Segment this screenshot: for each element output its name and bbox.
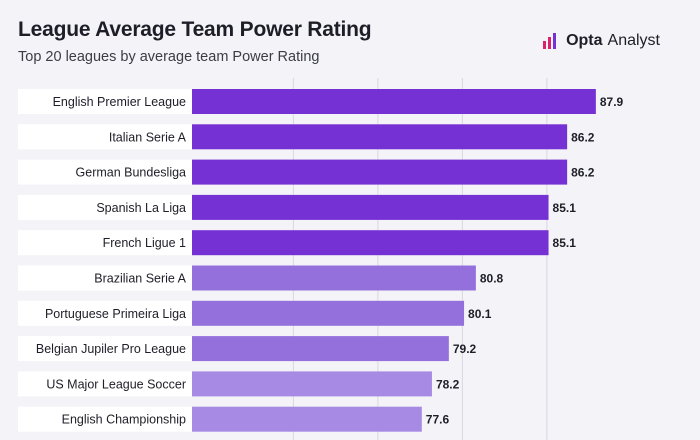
bar <box>192 371 432 397</box>
chart-subtitle: Top 20 leagues by average team Power Rat… <box>18 49 320 65</box>
bar <box>192 300 465 326</box>
opta-analyst-logo: Opta Analyst <box>541 31 660 51</box>
value-label: 85.1 <box>553 201 577 215</box>
category-label: English Championship <box>62 413 186 427</box>
opta-logo-icon <box>543 33 557 49</box>
category-label: Spanish La Liga <box>96 201 186 215</box>
category-label-bg <box>18 89 192 114</box>
category-label-bg <box>18 406 192 432</box>
bar <box>192 265 476 291</box>
value-label: 87.9 <box>600 95 624 109</box>
category-label-bg <box>18 300 192 326</box>
bar <box>192 230 549 256</box>
category-label: Brazilian Serie A <box>94 272 186 286</box>
category-label-bg <box>18 194 192 220</box>
category-label-bg <box>18 265 192 291</box>
bar <box>192 194 549 220</box>
bar <box>192 406 422 432</box>
chart-title: League Average Team Power Rating <box>18 18 372 41</box>
category-label-bg <box>18 336 192 362</box>
category-label: Italian Serie A <box>109 130 187 144</box>
category-label: Portuguese Primeira Liga <box>45 307 186 321</box>
value-label: 77.6 <box>426 413 450 427</box>
value-label: 80.8 <box>480 272 504 286</box>
category-label-bg <box>18 230 192 256</box>
logo-rest-text: Analyst <box>607 32 660 49</box>
value-label: 80.1 <box>468 307 492 321</box>
category-label-bg <box>18 371 192 397</box>
category-label-bg <box>18 159 192 185</box>
category-label: German Bundesliga <box>76 166 187 180</box>
category-label: Belgian Jupiler Pro League <box>36 342 186 356</box>
value-label: 79.2 <box>453 342 477 356</box>
value-label: 86.2 <box>571 166 595 180</box>
category-label-bg <box>18 124 192 150</box>
bar <box>192 89 596 114</box>
bar <box>192 124 568 150</box>
bar <box>192 159 568 185</box>
category-label: US Major League Soccer <box>46 377 186 391</box>
value-label: 86.2 <box>571 130 595 144</box>
logo-brand-text: Opta <box>566 32 603 49</box>
value-label: 85.1 <box>553 236 577 250</box>
value-label: 78.2 <box>436 377 460 391</box>
bar <box>192 336 449 362</box>
category-label: English Premier League <box>53 95 186 109</box>
category-label: French Ligue 1 <box>103 236 186 250</box>
